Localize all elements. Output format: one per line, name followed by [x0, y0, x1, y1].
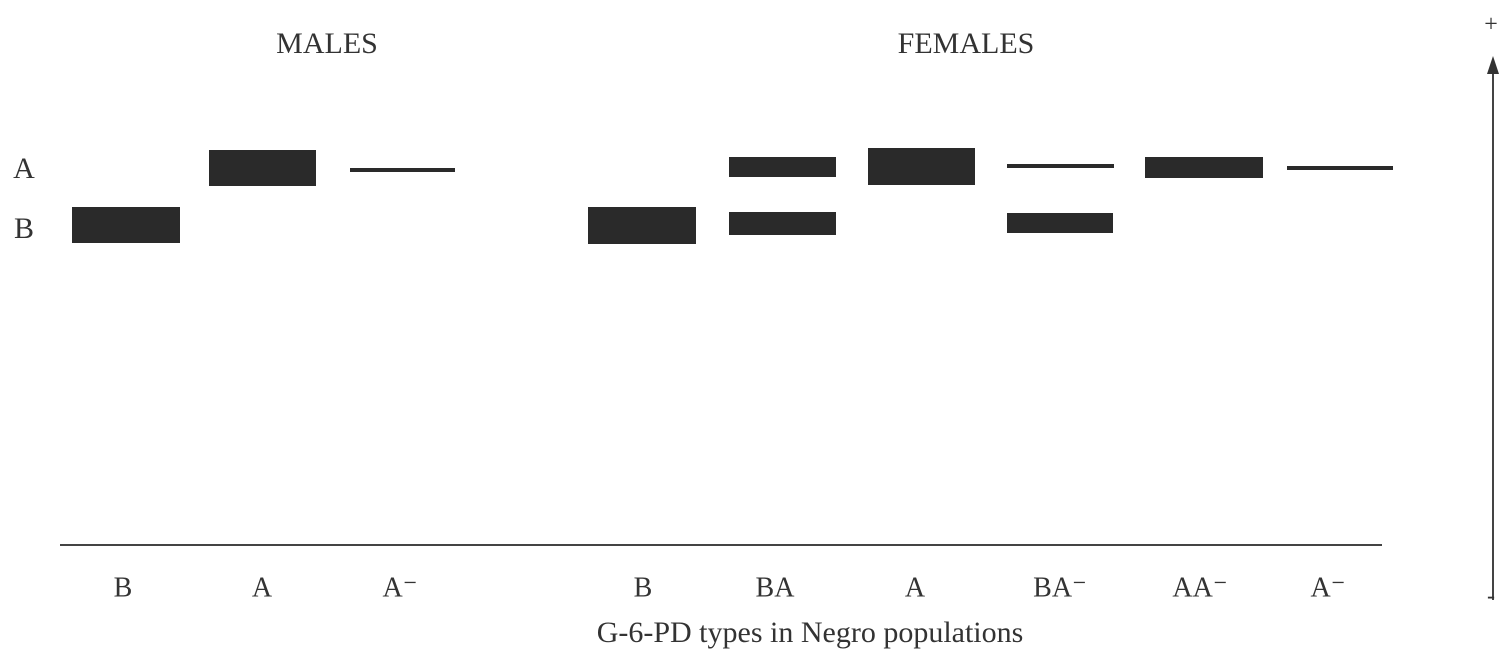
band: [1287, 166, 1393, 170]
band: [729, 157, 836, 177]
lane-label: BA⁻: [1033, 572, 1087, 603]
band: [1007, 213, 1113, 233]
band: [1145, 157, 1263, 178]
band: [1007, 164, 1114, 168]
band: [729, 212, 836, 235]
lane-label: BA: [756, 572, 796, 603]
band: [868, 148, 975, 185]
lane-label: A: [252, 572, 273, 603]
lane-label: A⁻: [383, 572, 418, 603]
lane-label: B: [634, 572, 653, 603]
arrowhead: [1487, 56, 1499, 74]
row-label: A: [13, 152, 35, 185]
lane-label: A: [905, 572, 926, 603]
band: [72, 207, 180, 243]
row-label: B: [14, 212, 34, 245]
positive-pole: +: [1484, 12, 1498, 38]
band: [209, 150, 316, 186]
group-label: MALES: [276, 27, 378, 60]
lane-label: AA⁻: [1172, 572, 1227, 603]
lane-label: A⁻: [1311, 572, 1346, 603]
negative-pole: -: [1487, 584, 1495, 610]
group-label: FEMALES: [898, 27, 1035, 60]
lane-label: B: [114, 572, 133, 603]
band: [588, 207, 696, 244]
band: [350, 168, 455, 172]
caption: G-6-PD types in Negro populations: [597, 616, 1024, 649]
